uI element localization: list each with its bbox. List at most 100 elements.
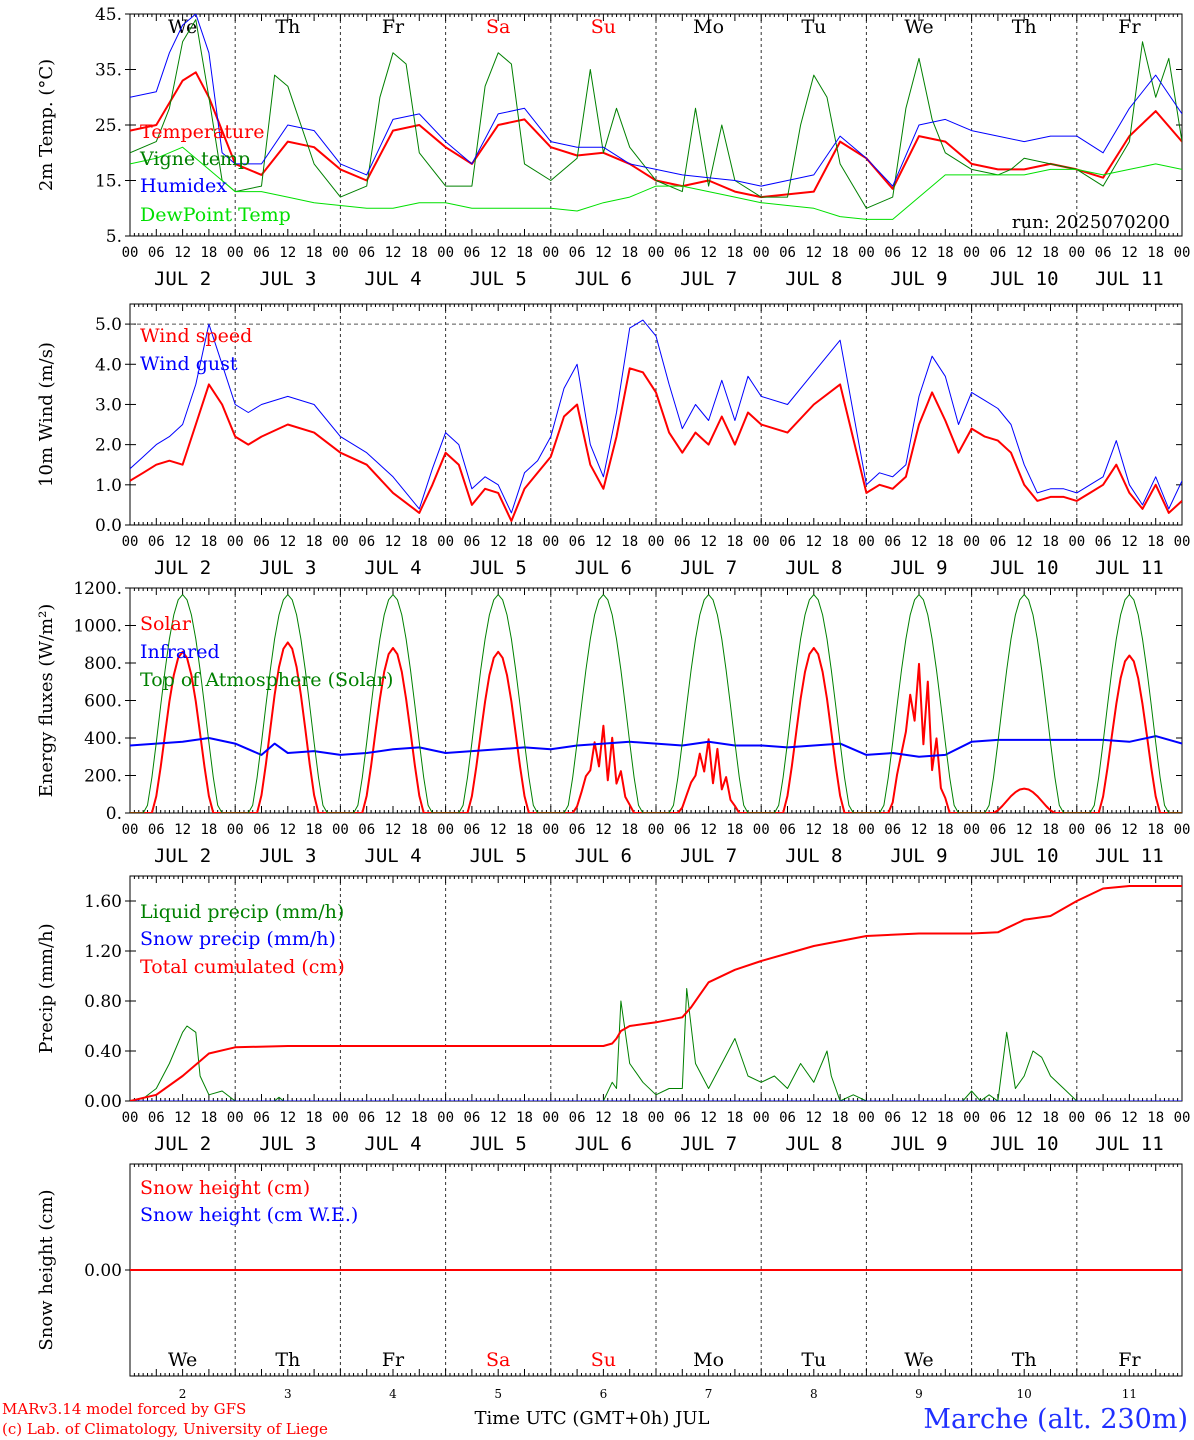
hour-tick-label: 00	[437, 1110, 454, 1126]
y-tick-label: 5.	[106, 227, 122, 247]
series-line	[130, 641, 1182, 813]
hour-tick-label: 00	[858, 1110, 875, 1126]
hour-tick-label: 18	[832, 1110, 849, 1126]
day-number-label: 6	[600, 1387, 608, 1401]
hour-tick-label: 18	[411, 245, 428, 261]
hour-tick-label: 06	[989, 245, 1006, 261]
legend-entry: DewPoint Temp	[140, 204, 291, 226]
date-label: JUL 8	[785, 557, 842, 579]
hour-tick-label: 12	[595, 534, 612, 550]
y-tick-label: 35.	[95, 61, 122, 81]
hour-ticks	[129, 14, 1183, 236]
hour-tick-label: 00	[122, 822, 139, 838]
hour-tick-label: 18	[516, 245, 533, 261]
hour-tick-label: 12	[174, 534, 191, 550]
series-line	[130, 594, 1182, 813]
hour-tick-label: 06	[1095, 534, 1112, 550]
y-tick-label: 0.0	[95, 516, 122, 536]
hour-tick-label: 12	[279, 1110, 296, 1126]
date-label: JUL 2	[154, 1133, 211, 1155]
date-label: JUL 11	[1095, 1133, 1164, 1155]
hour-tick-label: 06	[884, 534, 901, 550]
date-label: JUL 6	[575, 557, 632, 579]
hour-tick-label: 06	[884, 245, 901, 261]
y-tick-label: 25.	[95, 116, 122, 136]
series-group	[130, 885, 1182, 1101]
hour-tick-label: 06	[569, 245, 586, 261]
hour-tick-label: 00	[1068, 534, 1085, 550]
hour-tick-label: 12	[700, 245, 717, 261]
hour-tick-label: 12	[1121, 245, 1138, 261]
hour-tick-label: 06	[148, 1110, 165, 1126]
hour-tick-label: 12	[700, 822, 717, 838]
weekday-label: Sa	[486, 1349, 510, 1371]
hour-tick-label: 18	[1147, 1110, 1164, 1126]
hour-tick-label: 00	[963, 1110, 980, 1126]
y-axis-label: Precip (mm/h)	[36, 923, 57, 1053]
hour-tick-label: 00	[332, 245, 349, 261]
hour-tick-label: 12	[1016, 245, 1033, 261]
hour-tick-label: 00	[1174, 822, 1191, 838]
y-tick-label: 800.	[84, 654, 122, 674]
weekday-label: Tu	[801, 1349, 826, 1371]
hour-tick-label: 18	[411, 1110, 428, 1126]
weekday-label: We	[904, 16, 933, 38]
hour-tick-label: 18	[516, 822, 533, 838]
panel-wind: 0.0 1.0 2.0 3.0 4.0 5.0 10m Wind (m/s) 00 06 12 18…	[36, 303, 1190, 579]
date-label: JUL 9	[890, 845, 947, 867]
hour-tick-label: 06	[569, 534, 586, 550]
y-tick-label: 1.60	[84, 892, 122, 912]
legend-entry: Liquid precip (mm/h)	[140, 901, 344, 923]
hour-tick-label: 00	[858, 534, 875, 550]
hour-tick-label: 00	[122, 1110, 139, 1126]
day-number-label: 2	[179, 1387, 187, 1401]
hour-tick-label: 12	[911, 245, 928, 261]
hour-tick-label: 06	[358, 822, 375, 838]
hour-tick-label: 18	[1042, 1110, 1059, 1126]
hour-tick-label: 06	[253, 822, 270, 838]
y-tick-label: 15.	[95, 172, 122, 192]
hour-tick-label: 00	[437, 822, 454, 838]
series-group	[130, 594, 1182, 813]
hour-tick-label: 06	[1095, 1110, 1112, 1126]
hour-tick-label: 12	[700, 534, 717, 550]
hour-tick-label: 12	[490, 822, 507, 838]
hour-tick-label: 18	[621, 245, 638, 261]
weekday-label: Fr	[1118, 16, 1141, 38]
hour-tick-label: 12	[1016, 534, 1033, 550]
y-tick-label: 2.0	[95, 436, 122, 456]
day-number-label: 5	[494, 1387, 502, 1401]
hour-tick-label: 12	[174, 822, 191, 838]
hour-tick-label: 18	[726, 245, 743, 261]
series-line	[130, 19, 1182, 209]
hour-tick-label: 06	[569, 822, 586, 838]
hour-tick-label: 12	[700, 1110, 717, 1126]
hour-tick-label: 06	[779, 245, 796, 261]
date-label: JUL 2	[154, 557, 211, 579]
hour-tick-label: 18	[200, 1110, 217, 1126]
hour-tick-label: 00	[227, 1110, 244, 1126]
hour-tick-label: 12	[385, 245, 402, 261]
hour-tick-label: 18	[200, 822, 217, 838]
hour-tick-label: 06	[148, 822, 165, 838]
date-label: JUL 9	[890, 268, 947, 290]
hour-ticks	[129, 1164, 1183, 1376]
hour-tick-label: 00	[542, 1110, 559, 1126]
y-axis-label: 10m Wind (m/s)	[36, 342, 57, 487]
hour-tick-label: 12	[490, 245, 507, 261]
hour-tick-label: 06	[674, 822, 691, 838]
date-label: JUL 8	[785, 845, 842, 867]
hour-tick-label: 12	[595, 1110, 612, 1126]
chart-panels: 5. 15. 25. 35. 45. 2m Temp. (°C) 00 06 12 18 JUL 2…	[36, 5, 1190, 1401]
hour-tick-label: 12	[174, 1110, 191, 1126]
hour-tick-label: 12	[1121, 1110, 1138, 1126]
hour-tick-label: 12	[1121, 534, 1138, 550]
date-label: JUL 2	[154, 268, 211, 290]
date-label: JUL 11	[1095, 845, 1164, 867]
hour-tick-label: 18	[516, 534, 533, 550]
series-group	[130, 319, 1182, 522]
hour-tick-label: 12	[595, 245, 612, 261]
series-line	[130, 367, 1182, 522]
hour-tick-label: 00	[332, 1110, 349, 1126]
date-label: JUL 3	[259, 268, 316, 290]
